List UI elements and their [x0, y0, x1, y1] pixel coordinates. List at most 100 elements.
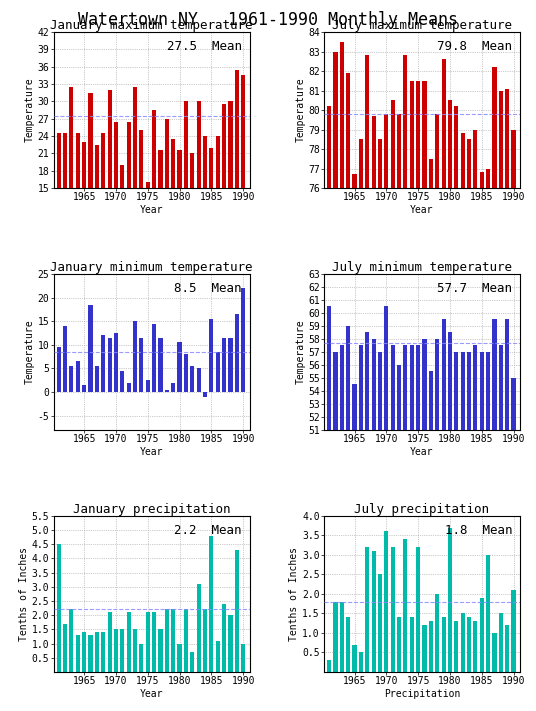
Text: 79.8  Mean: 79.8 Mean	[437, 40, 512, 53]
Bar	[222, 105, 226, 274]
Bar	[454, 621, 458, 672]
X-axis label: Year: Year	[140, 447, 163, 457]
Y-axis label: Tenths of Inches: Tenths of Inches	[289, 547, 300, 641]
Title: July precipitation: July precipitation	[354, 503, 489, 515]
Bar	[365, 55, 369, 711]
X-axis label: Year: Year	[140, 205, 163, 215]
Bar	[95, 632, 99, 672]
Bar	[493, 633, 496, 672]
Bar	[327, 306, 331, 711]
Bar	[404, 539, 407, 672]
Bar	[82, 632, 86, 672]
Bar	[184, 354, 188, 392]
Bar	[159, 338, 162, 392]
Bar	[429, 159, 433, 711]
Bar	[177, 643, 182, 672]
Bar	[228, 338, 233, 392]
Bar	[101, 632, 105, 672]
Bar	[190, 154, 195, 274]
Bar	[442, 319, 445, 711]
Bar	[346, 617, 350, 672]
Title: July minimum temperature: July minimum temperature	[332, 261, 512, 274]
Bar	[120, 165, 124, 274]
Bar	[241, 288, 245, 392]
Bar	[505, 625, 509, 672]
Bar	[359, 653, 363, 672]
Bar	[82, 385, 86, 392]
Bar	[467, 617, 471, 672]
Bar	[209, 535, 213, 672]
Bar	[126, 122, 131, 274]
Bar	[384, 531, 389, 672]
Bar	[371, 116, 376, 711]
Bar	[184, 609, 188, 672]
Bar	[365, 547, 369, 672]
Bar	[171, 383, 175, 392]
Bar	[133, 87, 137, 274]
Bar	[159, 151, 162, 274]
Bar	[95, 366, 99, 392]
Bar	[378, 574, 382, 672]
Y-axis label: Temperature: Temperature	[295, 320, 306, 384]
Bar	[57, 544, 61, 672]
Text: 57.7  Mean: 57.7 Mean	[437, 282, 512, 295]
Bar	[505, 89, 509, 711]
Bar	[384, 114, 389, 711]
Bar	[391, 346, 394, 711]
Bar	[359, 139, 363, 711]
Bar	[422, 81, 427, 711]
Bar	[63, 133, 67, 274]
Bar	[241, 643, 245, 672]
Bar	[499, 90, 503, 711]
Bar	[486, 169, 490, 711]
Bar	[120, 371, 124, 392]
Y-axis label: Temperature: Temperature	[295, 77, 306, 142]
Bar	[88, 635, 93, 672]
Bar	[146, 612, 150, 672]
Bar	[139, 130, 144, 274]
Bar	[365, 333, 369, 711]
Bar	[371, 551, 376, 672]
Bar	[467, 139, 471, 711]
Bar	[511, 590, 516, 672]
Bar	[215, 352, 220, 392]
Bar	[190, 652, 195, 672]
Bar	[467, 352, 471, 711]
Bar	[57, 347, 61, 392]
Bar	[435, 114, 440, 711]
Bar	[95, 145, 99, 274]
Bar	[133, 629, 137, 672]
Bar	[404, 346, 407, 711]
Bar	[146, 380, 150, 392]
Bar	[353, 645, 356, 672]
Bar	[410, 617, 414, 672]
Bar	[203, 609, 207, 672]
Bar	[378, 139, 382, 711]
X-axis label: Year: Year	[410, 447, 434, 457]
Bar	[460, 614, 465, 672]
Bar	[340, 346, 344, 711]
Bar	[416, 346, 420, 711]
X-axis label: Precipitation: Precipitation	[384, 689, 460, 699]
Text: 27.5  Mean: 27.5 Mean	[167, 40, 242, 53]
Bar	[235, 550, 239, 672]
Bar	[177, 343, 182, 392]
Bar	[88, 304, 93, 392]
Bar	[429, 621, 433, 672]
Bar	[435, 594, 440, 672]
Bar	[215, 641, 220, 672]
Bar	[215, 136, 220, 274]
Bar	[416, 547, 420, 672]
Text: 2.2  Mean: 2.2 Mean	[174, 523, 242, 537]
Bar	[171, 609, 175, 672]
Bar	[473, 129, 478, 711]
Bar	[197, 368, 200, 392]
Bar	[359, 346, 363, 711]
Bar	[190, 366, 195, 392]
Bar	[448, 100, 452, 711]
Bar	[108, 90, 111, 274]
Bar	[120, 629, 124, 672]
Bar	[108, 338, 111, 392]
Bar	[346, 326, 350, 711]
Text: 1.8  Mean: 1.8 Mean	[444, 523, 512, 537]
